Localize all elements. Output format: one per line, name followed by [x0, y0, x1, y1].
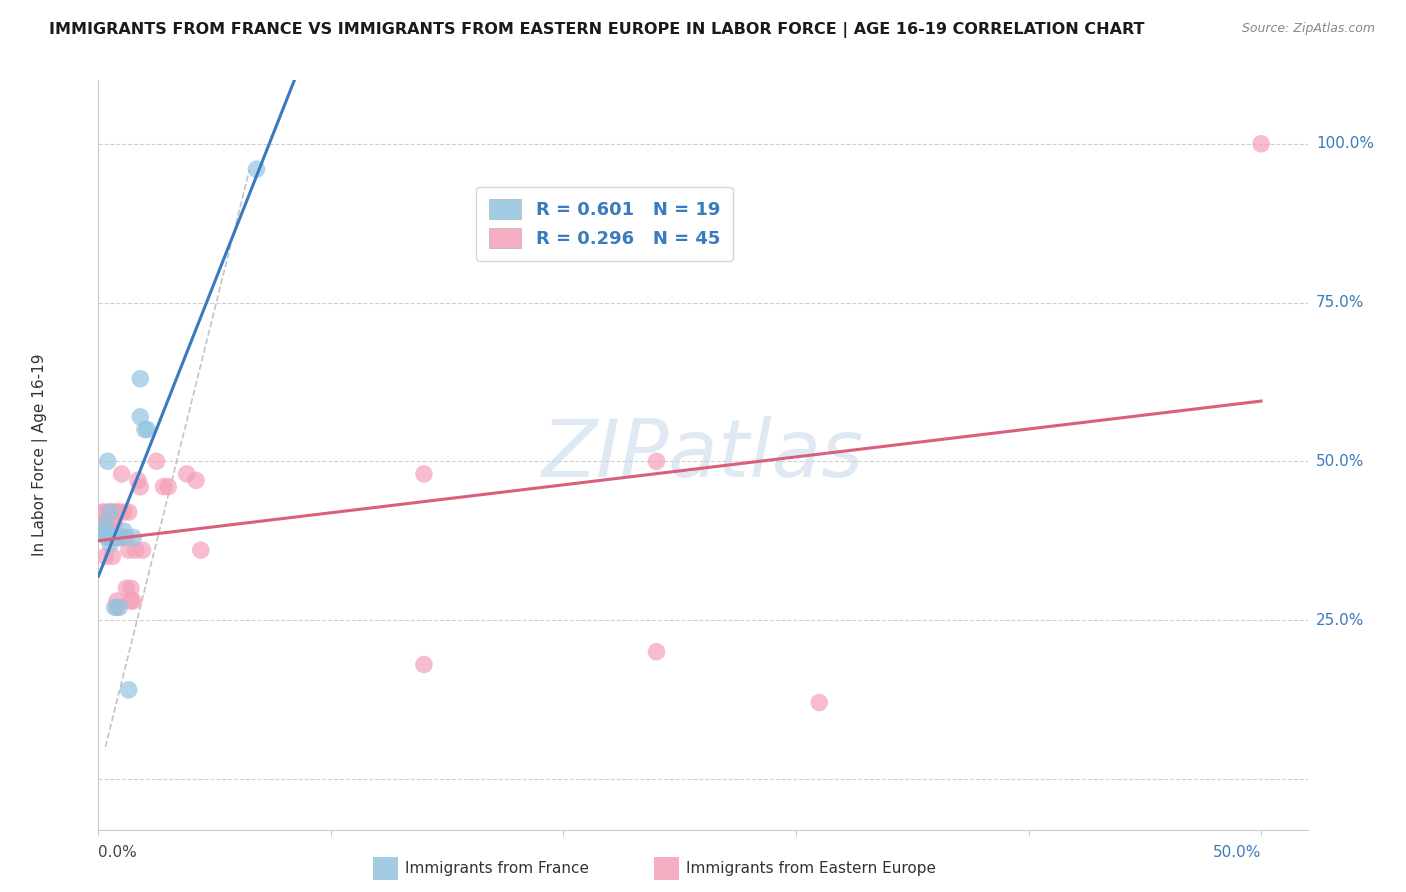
- Text: Immigrants from France: Immigrants from France: [405, 862, 589, 876]
- Point: [94, 527, 117, 541]
- Point: [112, 531, 135, 545]
- Point: [91, 505, 114, 519]
- Point: [120, 594, 142, 608]
- Point: [413, 657, 436, 672]
- Point: [129, 480, 152, 494]
- Point: [105, 531, 128, 545]
- Point: [111, 467, 134, 481]
- Point: [157, 480, 180, 494]
- Point: [98, 505, 121, 519]
- Point: [1250, 136, 1272, 151]
- Point: [101, 505, 124, 519]
- Point: [118, 682, 141, 697]
- Point: [129, 372, 152, 386]
- Point: [115, 581, 138, 595]
- Point: [94, 517, 117, 532]
- Text: Source: ZipAtlas.com: Source: ZipAtlas.com: [1241, 22, 1375, 36]
- Point: [245, 162, 267, 177]
- Point: [122, 594, 145, 608]
- Point: [94, 549, 117, 564]
- Point: [104, 517, 127, 532]
- Point: [124, 543, 146, 558]
- Point: [136, 423, 159, 437]
- Point: [108, 505, 131, 519]
- Point: [104, 531, 127, 545]
- Point: [111, 531, 134, 545]
- Text: 25.0%: 25.0%: [1316, 613, 1364, 627]
- Point: [94, 505, 117, 519]
- Point: [645, 454, 668, 468]
- Point: [131, 543, 153, 558]
- Point: [91, 517, 114, 532]
- Point: [112, 524, 135, 538]
- Point: [122, 531, 145, 545]
- Point: [108, 600, 131, 615]
- Point: [112, 505, 135, 519]
- Text: ZIPatlas: ZIPatlas: [541, 416, 865, 494]
- Text: 50.0%: 50.0%: [1316, 454, 1364, 469]
- Text: 100.0%: 100.0%: [1316, 136, 1374, 152]
- Point: [105, 531, 128, 545]
- Point: [90, 527, 112, 541]
- Point: [108, 531, 131, 545]
- Point: [176, 467, 198, 481]
- Point: [104, 600, 127, 615]
- Point: [105, 600, 128, 615]
- Text: In Labor Force | Age 16-19: In Labor Force | Age 16-19: [32, 353, 48, 557]
- Point: [118, 505, 141, 519]
- Legend: R = 0.601   N = 19, R = 0.296   N = 45: R = 0.601 N = 19, R = 0.296 N = 45: [477, 186, 733, 260]
- Point: [98, 537, 121, 551]
- Point: [134, 423, 156, 437]
- Point: [101, 549, 124, 564]
- Point: [97, 531, 120, 545]
- Point: [127, 473, 149, 487]
- Point: [413, 467, 436, 481]
- Text: Immigrants from Eastern Europe: Immigrants from Eastern Europe: [686, 862, 936, 876]
- Point: [129, 409, 152, 424]
- Point: [101, 531, 124, 545]
- Point: [90, 527, 112, 541]
- Point: [97, 517, 120, 532]
- Text: 75.0%: 75.0%: [1316, 295, 1364, 310]
- Point: [105, 505, 128, 519]
- Point: [190, 543, 212, 558]
- Point: [105, 594, 128, 608]
- Point: [184, 473, 207, 487]
- Point: [97, 454, 120, 468]
- Text: 50.0%: 50.0%: [1213, 846, 1261, 861]
- Point: [98, 517, 121, 532]
- Point: [98, 531, 121, 545]
- Text: IMMIGRANTS FROM FRANCE VS IMMIGRANTS FROM EASTERN EUROPE IN LABOR FORCE | AGE 16: IMMIGRANTS FROM FRANCE VS IMMIGRANTS FRO…: [49, 22, 1144, 38]
- Point: [152, 480, 174, 494]
- Point: [645, 645, 668, 659]
- Text: 0.0%: 0.0%: [98, 846, 138, 861]
- Point: [118, 543, 141, 558]
- Point: [120, 581, 142, 595]
- Point: [115, 531, 138, 545]
- Point: [104, 505, 127, 519]
- Point: [97, 527, 120, 541]
- Point: [145, 454, 167, 468]
- Point: [98, 505, 121, 519]
- Point: [97, 531, 120, 545]
- Point: [808, 696, 831, 710]
